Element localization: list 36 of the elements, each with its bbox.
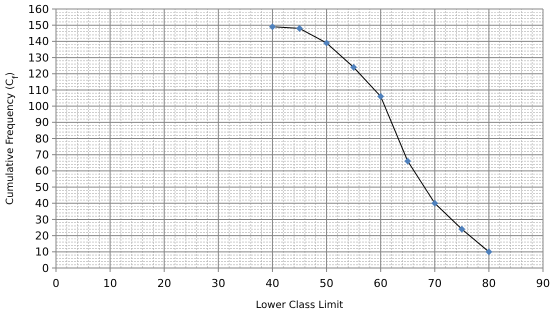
y-tick-label: 50 [35, 180, 49, 194]
y-tick-label: 100 [28, 100, 49, 113]
y-tick-label: 20 [35, 229, 49, 242]
point [269, 23, 276, 30]
point [404, 158, 412, 165]
point [377, 92, 384, 100]
y-tick-label: 30 [35, 213, 49, 226]
y-tick-label: 80 [35, 132, 49, 146]
y-tick-label: 0 [42, 262, 49, 275]
y-tick-label: 150 [28, 19, 49, 32]
x-tick-label: 60 [374, 277, 388, 290]
y-tick-label: 60 [35, 164, 49, 178]
y-tick-label: 110 [28, 84, 49, 97]
x-tick-label: 50 [320, 277, 334, 290]
x-tick-label: 80 [482, 277, 496, 290]
y-tick-label: 40 [35, 197, 49, 210]
x-tick-label: 30 [211, 277, 226, 290]
point [296, 24, 303, 32]
y-tick-label: 130 [28, 51, 49, 64]
point [431, 200, 438, 207]
x-tick-label: 20 [157, 277, 172, 290]
y-tick-label: 10 [35, 246, 49, 259]
y-tick-label: 160 [28, 2, 49, 16]
x-tick-label: 70 [428, 277, 442, 290]
y-tick-label: 120 [28, 68, 49, 81]
y-tick-label: 70 [35, 148, 49, 162]
x-tick-label: 10 [103, 277, 118, 290]
y-tick-label: 90 [35, 116, 49, 130]
x-tick-label: 40 [265, 277, 280, 290]
x-axis-title: Lower Class Limit [256, 300, 344, 311]
point [350, 64, 358, 71]
point [485, 248, 492, 256]
x-tick-label: 0 [52, 277, 60, 290]
y-tick-label: 140 [28, 35, 49, 48]
point [458, 226, 466, 233]
x-tick-label: 90 [536, 277, 550, 290]
